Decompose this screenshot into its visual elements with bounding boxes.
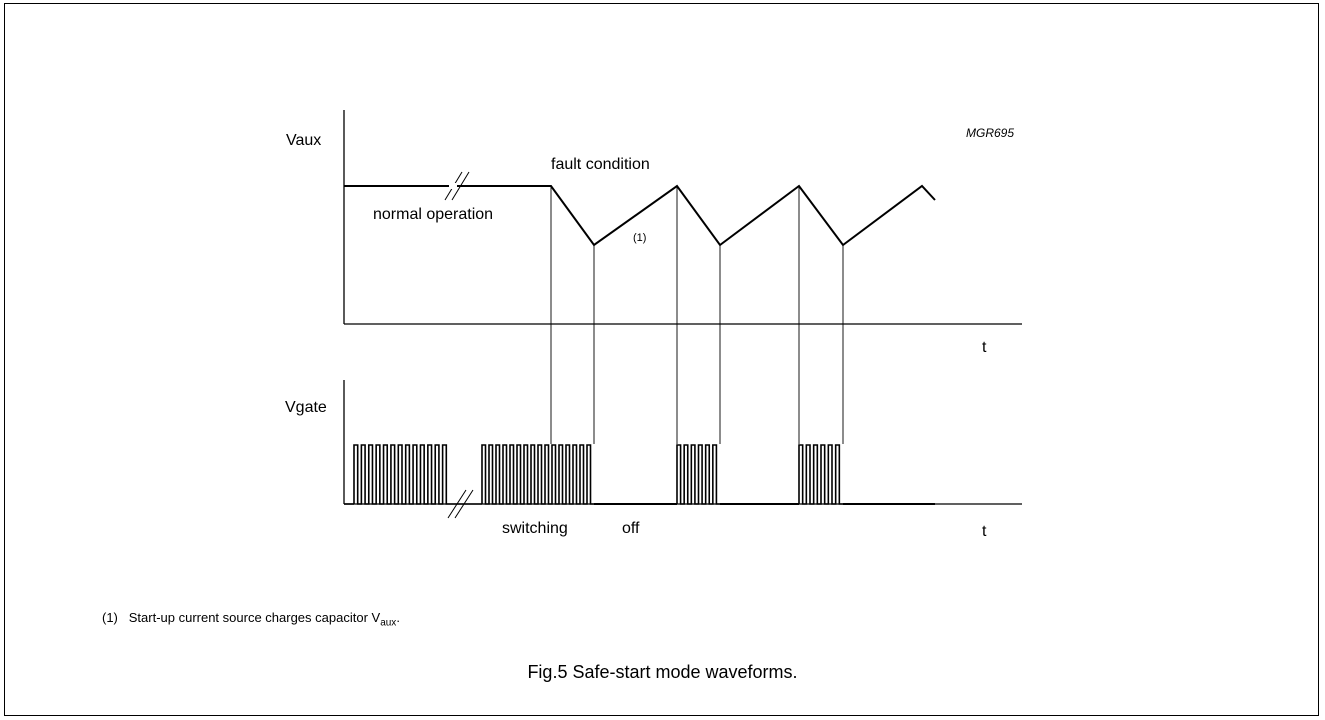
- switching-label: switching: [502, 520, 568, 537]
- pulse-train-burst-1: [677, 445, 720, 504]
- pulse-train-normal-1: [354, 445, 450, 504]
- footnote-subscript: aux: [380, 618, 396, 629]
- pulse-train-burst-2: [799, 445, 843, 504]
- figure-code: MGR695: [966, 126, 1014, 140]
- fault-condition-label: fault condition: [551, 156, 650, 173]
- pulse-train-normal-2: [482, 445, 594, 504]
- normal-operation-label: normal operation: [373, 206, 493, 223]
- footnote: (1) Start-up current source charges capa…: [102, 610, 400, 629]
- vaux-label: Vaux: [286, 132, 321, 149]
- off-label: off: [622, 520, 640, 537]
- time-label-bottom: t: [982, 523, 987, 540]
- footnote-suffix: .: [396, 610, 400, 625]
- footnote-text: Start-up current source charges capacito…: [129, 610, 380, 625]
- vgate-pulses: [344, 445, 843, 504]
- transition-markers: [551, 186, 843, 444]
- vgate-label: Vgate: [285, 399, 327, 416]
- figure-caption: Fig.5 Safe-start mode waveforms.: [0, 662, 1325, 683]
- time-label-top: t: [982, 339, 987, 356]
- note-marker: (1): [633, 232, 646, 244]
- footnote-marker: (1): [102, 610, 118, 625]
